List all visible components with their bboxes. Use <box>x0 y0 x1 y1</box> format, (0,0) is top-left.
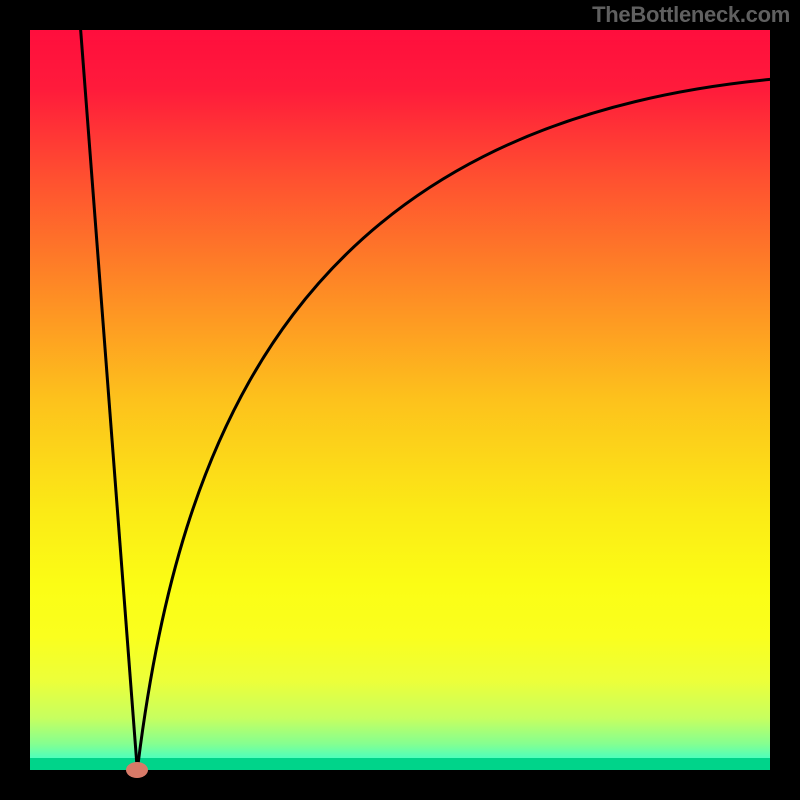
curve-canvas <box>30 30 770 770</box>
chart-frame: TheBottleneck.com <box>0 0 800 800</box>
plot-area <box>30 30 770 770</box>
minimum-marker <box>126 762 148 778</box>
watermark-text: TheBottleneck.com <box>592 2 790 28</box>
curve-right-branch <box>137 78 770 770</box>
curve-left-branch <box>78 30 137 770</box>
